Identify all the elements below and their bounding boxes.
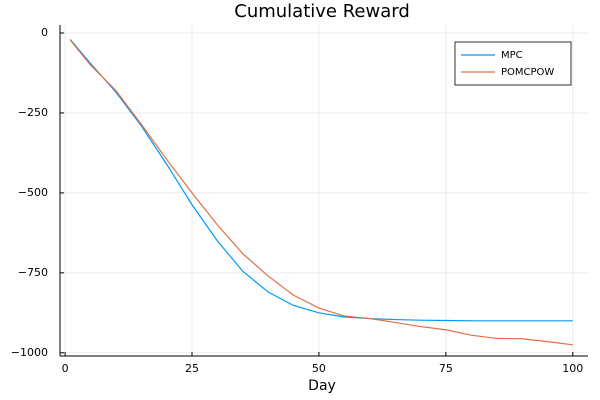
y-tick-label: −1000 <box>11 346 48 359</box>
y-tick-label: −500 <box>18 186 48 199</box>
x-tick-label: 75 <box>439 362 453 375</box>
series-line <box>69 39 573 346</box>
chart-title: Cumulative Reward <box>234 1 410 22</box>
x-tick-label: 0 <box>62 362 69 375</box>
y-tick-label: −750 <box>18 266 48 279</box>
legend-box <box>454 41 572 86</box>
series-line <box>69 39 573 322</box>
y-tick-label: −250 <box>18 106 48 119</box>
x-axis-label: Day <box>308 378 336 394</box>
x-tick-label: 25 <box>185 362 199 375</box>
legend-label: POMCPOW <box>501 67 554 78</box>
legend: MPC POMCPOW <box>454 41 572 86</box>
x-tick-label: 100 <box>562 362 583 375</box>
y-tick-label: 0 <box>41 26 48 39</box>
x-tick-label: 50 <box>312 362 326 375</box>
legend-label: MPC <box>501 50 523 61</box>
